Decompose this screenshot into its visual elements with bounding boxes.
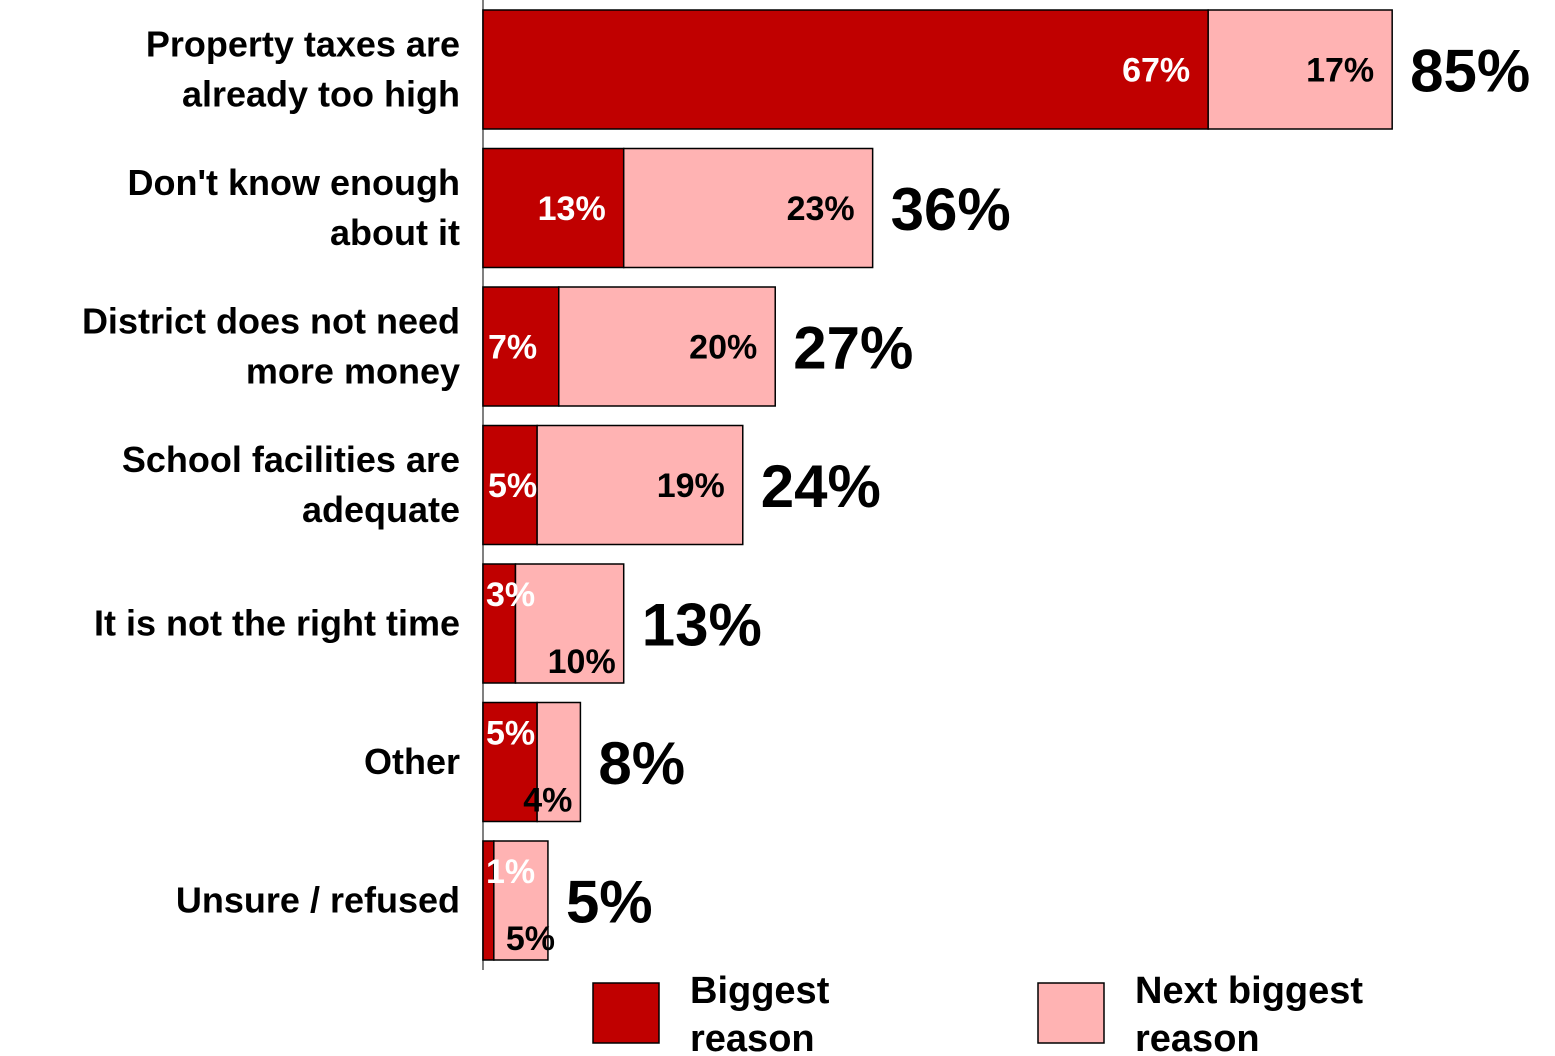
category-label: District does not need bbox=[82, 301, 460, 342]
segment-label-next-biggest: 23% bbox=[787, 190, 855, 228]
bar-segment-biggest bbox=[482, 701, 538, 823]
bar-segment-next-biggest bbox=[536, 424, 744, 546]
category-label: Other bbox=[364, 741, 460, 782]
category-label: more money bbox=[246, 351, 460, 392]
category-label: about it bbox=[330, 212, 460, 253]
segment-label-biggest: 67% bbox=[1122, 52, 1190, 90]
segment-label-next-biggest: 20% bbox=[689, 329, 757, 367]
category-label: adequate bbox=[302, 489, 460, 530]
bar-segment-biggest bbox=[482, 9, 1209, 130]
category-label: Property taxes are bbox=[146, 24, 460, 65]
total-label: 85% bbox=[1410, 38, 1530, 105]
bar-segment-next-biggest bbox=[493, 840, 549, 961]
bar-segment-biggest bbox=[482, 424, 538, 546]
segment-label-next-biggest: 17% bbox=[1306, 52, 1374, 90]
category-label: It is not the right time bbox=[94, 603, 460, 644]
bar-segment-next-biggest bbox=[536, 701, 582, 823]
legend-label: Biggest bbox=[690, 970, 830, 1012]
segment-label-next-biggest: 19% bbox=[657, 467, 725, 505]
total-label: 24% bbox=[761, 453, 881, 520]
segment-label-next-biggest: 5% bbox=[506, 920, 555, 958]
segment-label-biggest: 7% bbox=[488, 329, 537, 367]
legend: Biggest reason Next biggest reason bbox=[592, 970, 1363, 1056]
total-label: 36% bbox=[891, 176, 1011, 243]
labels-group: Property taxes are already too high 67% 17%… bbox=[82, 24, 1530, 959]
legend-label: Next biggest bbox=[1135, 970, 1363, 1012]
bar-segment-next-biggest bbox=[622, 147, 874, 269]
segment-label-next-biggest: 4% bbox=[523, 782, 572, 820]
segment-label-biggest: 5% bbox=[486, 715, 535, 753]
segment-label-biggest: 13% bbox=[538, 190, 606, 228]
segment-label-biggest: 1% bbox=[486, 853, 535, 891]
total-label: 27% bbox=[793, 315, 913, 382]
legend-swatch bbox=[592, 982, 660, 1044]
legend-label: reason bbox=[1135, 1018, 1260, 1056]
total-label: 13% bbox=[642, 592, 762, 659]
category-label: Unsure / refused bbox=[176, 880, 460, 921]
category-label: already too high bbox=[182, 74, 460, 115]
segment-label-biggest: 5% bbox=[488, 467, 537, 505]
bar-segment-next-biggest bbox=[514, 563, 625, 684]
legend-swatch bbox=[1037, 982, 1105, 1044]
segment-label-biggest: 3% bbox=[486, 576, 535, 614]
total-label: 8% bbox=[598, 730, 685, 797]
bars-group bbox=[482, 9, 1393, 961]
bar-segment-next-biggest bbox=[558, 286, 776, 407]
bar-segment-next-biggest bbox=[1207, 9, 1393, 130]
bar-segment-biggest bbox=[482, 147, 625, 269]
category-label: Don't know enough bbox=[127, 162, 460, 203]
legend-label: reason bbox=[690, 1018, 815, 1056]
total-label: 5% bbox=[566, 869, 653, 936]
segment-label-next-biggest: 10% bbox=[548, 643, 616, 681]
category-label: School facilities are bbox=[122, 439, 460, 480]
